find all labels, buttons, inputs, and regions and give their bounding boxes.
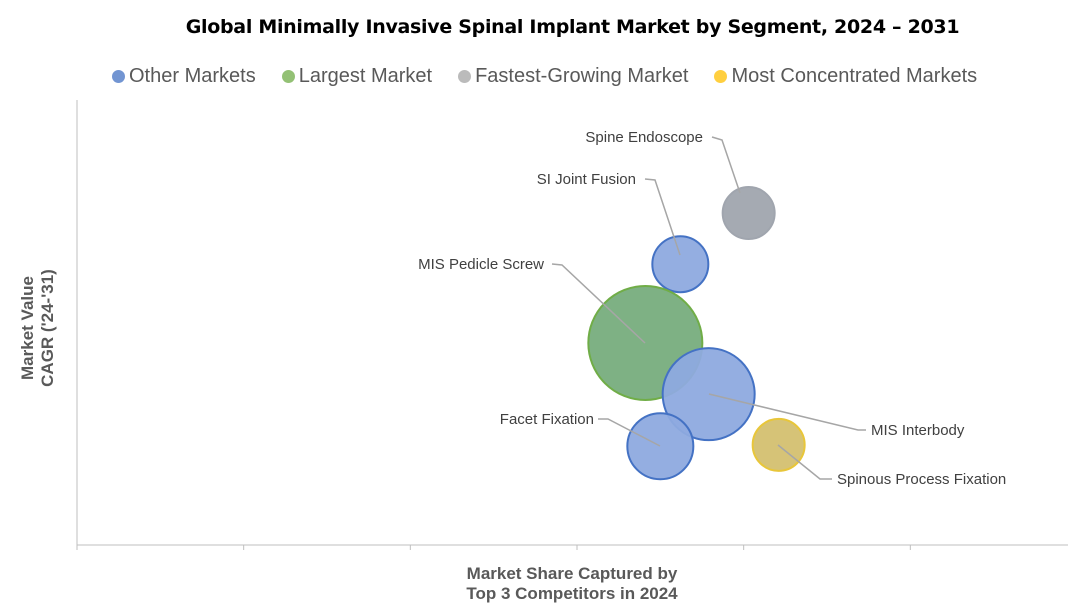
x-axis-label-line: Top 3 Competitors in 2024: [466, 584, 678, 603]
leader-line: [777, 444, 832, 480]
chart-title: Global Minimally Invasive Spinal Implant…: [185, 16, 960, 38]
leader-line: [551, 263, 646, 344]
legend-marker-icon: [714, 70, 728, 83]
legend-marker-icon: [458, 70, 472, 83]
x-axis-label: Market Share Captured by Top 3 Competito…: [372, 564, 772, 604]
data-label: SI Joint Fusion: [537, 171, 636, 188]
legend-marker-icon: [281, 70, 295, 83]
legend-label: Other Markets: [129, 65, 256, 87]
legend-marker-icon: [112, 70, 125, 83]
legend-item: Fastest-Growing Market: [458, 65, 688, 88]
x-axis-label-line: Market Share Captured by: [466, 564, 678, 583]
bubble: [626, 412, 695, 481]
data-label: MIS Pedicle Screw: [418, 256, 544, 273]
bubble: [721, 186, 776, 241]
bubble: [661, 347, 756, 442]
data-label: Spine Endoscope: [585, 129, 703, 146]
bubble: [651, 235, 710, 294]
leader-line: [711, 136, 741, 194]
y-axis-label: Market Value CAGR ('24-'31): [18, 208, 58, 448]
data-label: Facet Fixation: [500, 411, 594, 428]
legend-item: Most Concentrated Markets: [714, 65, 977, 88]
leader-line: [598, 418, 661, 447]
legend-item: Other Markets: [112, 65, 256, 88]
leader-line: [708, 393, 866, 431]
legend-label: Most Concentrated Markets: [731, 65, 978, 87]
legend-label: Largest Market: [298, 65, 433, 87]
leader-line: [644, 178, 681, 256]
data-label: MIS Interbody: [871, 422, 965, 439]
legend-label: Fastest-Growing Market: [475, 65, 689, 87]
y-axis-label-line: Market Value: [18, 276, 37, 380]
legend-item: Largest Market: [281, 65, 433, 88]
legend: Other Markets Largest Market Fastest-Growi…: [112, 65, 977, 88]
data-label: Spinous Process Fixation: [837, 471, 1006, 488]
y-axis-label-line: CAGR ('24-'31): [38, 269, 57, 387]
